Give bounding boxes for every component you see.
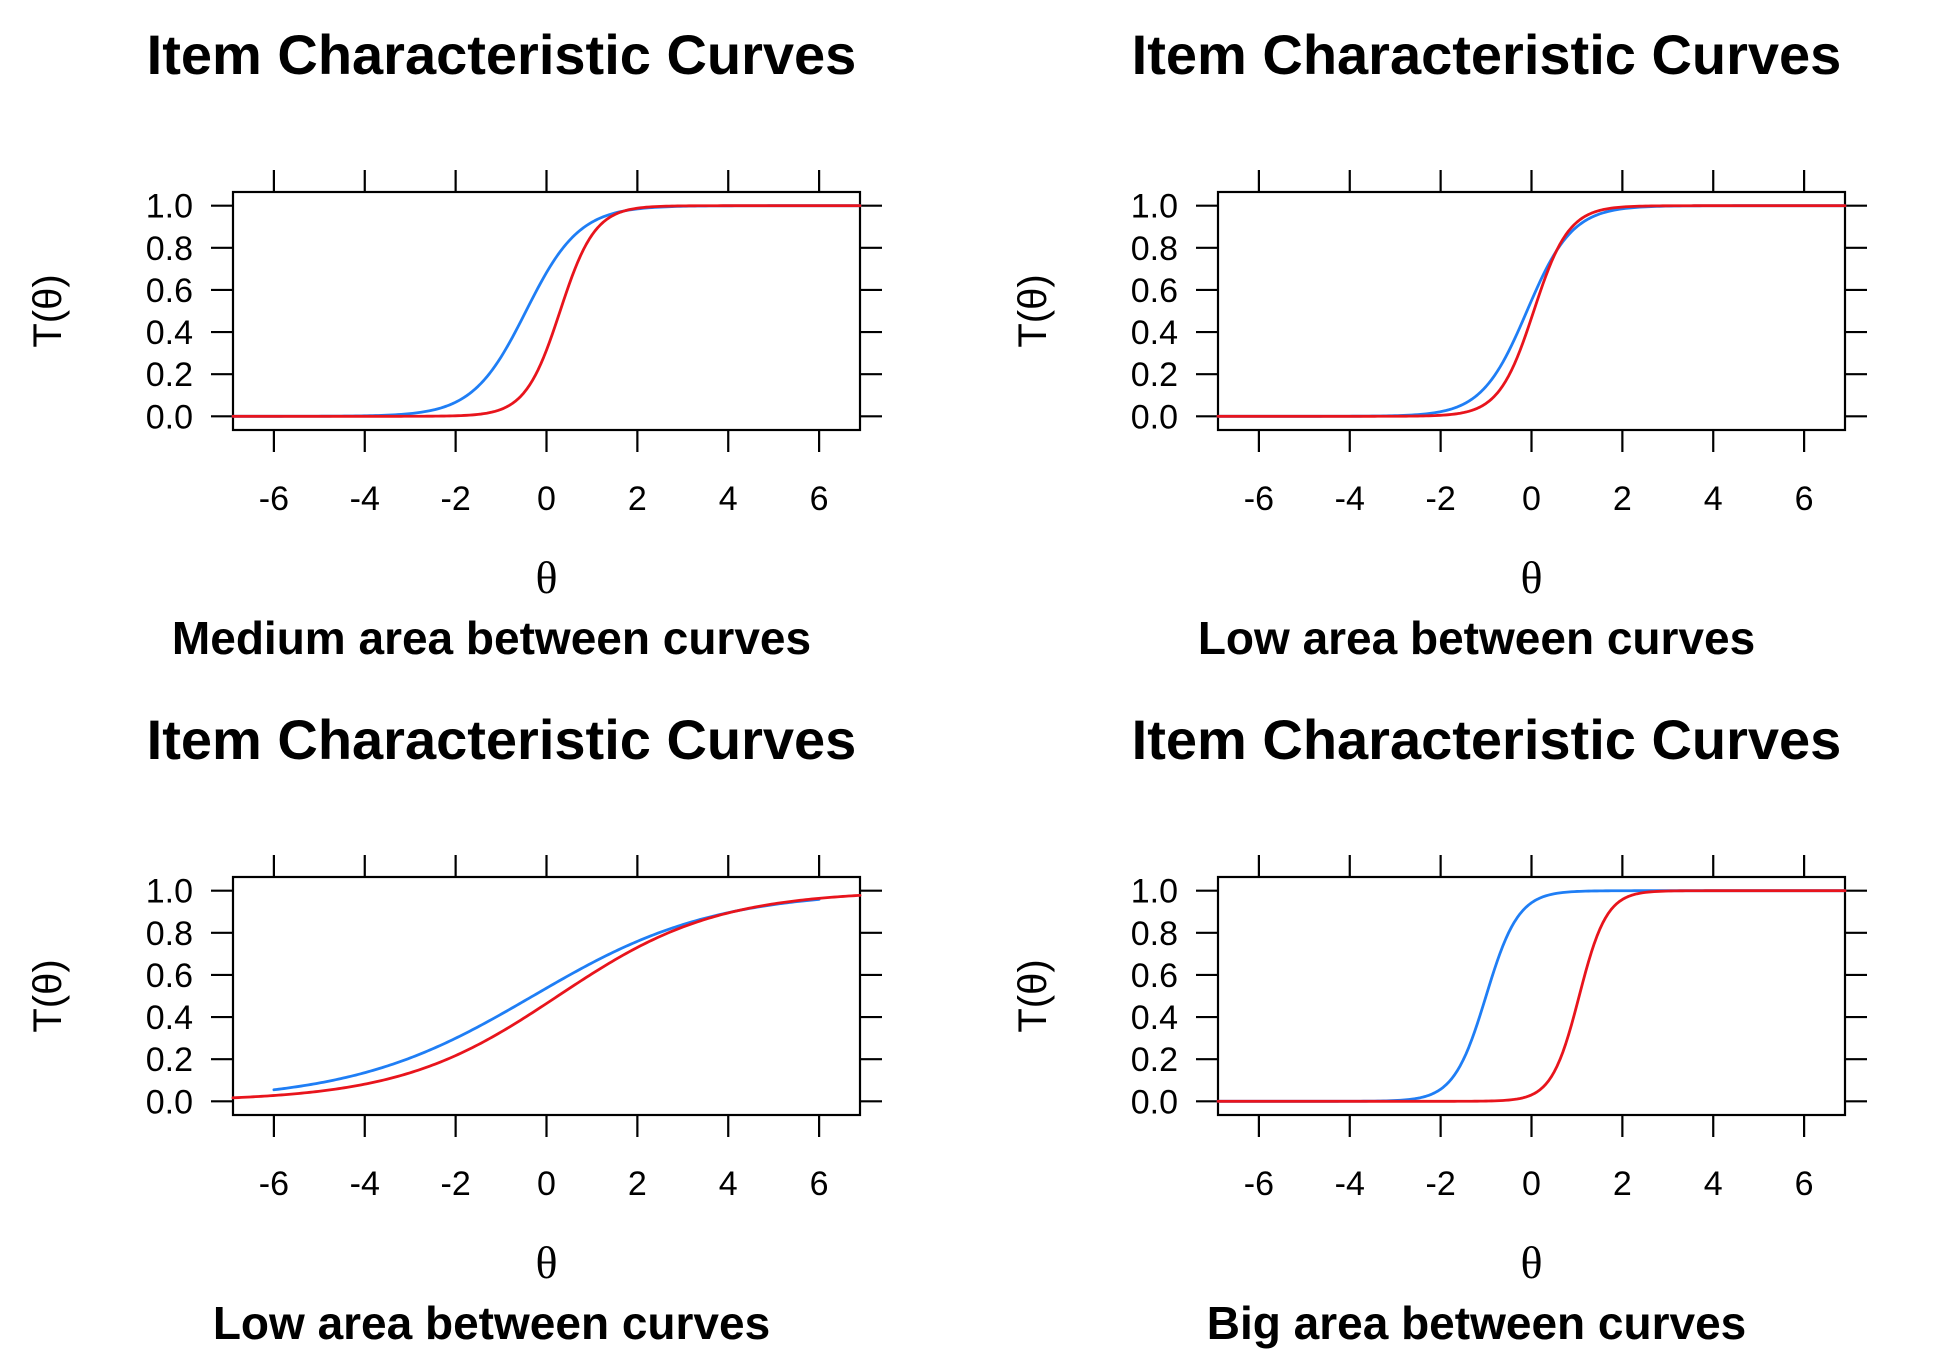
x-tick-label: 0 bbox=[1522, 1165, 1541, 1203]
x-tick-label: 6 bbox=[810, 480, 829, 518]
x-tick-label: 6 bbox=[810, 1165, 829, 1203]
x-tick-label: -2 bbox=[441, 480, 471, 518]
y-axis-label: T(θ) bbox=[26, 274, 70, 347]
x-tick-label: 0 bbox=[537, 1165, 556, 1203]
curve-series-2 bbox=[1216, 889, 1847, 1103]
curve-series-1 bbox=[1216, 204, 1847, 418]
chart-title: Item Characteristic Curves bbox=[147, 23, 857, 86]
y-tick-label: 0.8 bbox=[146, 230, 193, 268]
chart-panel-2: Item Characteristic Curves -6 -4 -2 0 2 4 6 0.0 0… bbox=[1011, 23, 1867, 664]
chart-panel-1: Item Characteristic Curves -6 -4 -2 0 2 4 6 0.0 0… bbox=[26, 23, 882, 664]
x-tick-label: -2 bbox=[441, 1165, 471, 1203]
chart-caption: Low area between curves bbox=[1198, 612, 1755, 664]
y-tick-label: 0.6 bbox=[146, 957, 193, 995]
curve-series-2 bbox=[231, 893, 862, 1100]
x-tick-label: 0 bbox=[1522, 480, 1541, 518]
curve-series-2 bbox=[1216, 204, 1847, 418]
y-tick-label: 0.0 bbox=[146, 398, 193, 436]
y-tick-label: 0.8 bbox=[1131, 915, 1178, 953]
x-tick-label: 4 bbox=[1704, 1165, 1723, 1203]
y-tick-label: 0.2 bbox=[1131, 356, 1178, 394]
y-axis-label: T(θ) bbox=[1011, 959, 1055, 1032]
y-tick-label: 0.0 bbox=[1131, 398, 1178, 436]
y-tick-label: 1.0 bbox=[1131, 873, 1178, 911]
x-tick-label: 2 bbox=[628, 1165, 647, 1203]
y-tick-label: 1.0 bbox=[146, 873, 193, 911]
curve-series-2 bbox=[231, 204, 862, 418]
x-tick-label: -4 bbox=[1335, 480, 1365, 518]
chart-caption: Big area between curves bbox=[1207, 1297, 1746, 1349]
x-tick-label: -4 bbox=[350, 480, 380, 518]
y-axis-label: T(θ) bbox=[26, 959, 70, 1032]
plot-frame bbox=[1216, 875, 1847, 1117]
y-tick-label: 0.4 bbox=[1131, 314, 1178, 352]
x-tick-label: 4 bbox=[719, 1165, 738, 1203]
x-tick-label: 0 bbox=[537, 480, 556, 518]
x-tick-label: -6 bbox=[1244, 480, 1274, 518]
chart-caption: Low area between curves bbox=[213, 1297, 770, 1349]
y-tick-label: 0.4 bbox=[146, 999, 193, 1037]
plot-frame bbox=[1216, 190, 1847, 432]
chart-title: Item Characteristic Curves bbox=[1132, 23, 1842, 86]
curve-series-1 bbox=[231, 204, 862, 418]
x-tick-label: -6 bbox=[259, 480, 289, 518]
x-tick-label: 2 bbox=[1613, 1165, 1632, 1203]
x-tick-label: -4 bbox=[1335, 1165, 1365, 1203]
y-tick-label: 0.6 bbox=[146, 272, 193, 310]
x-tick-label: 4 bbox=[1704, 480, 1723, 518]
x-tick-label: -6 bbox=[259, 1165, 289, 1203]
x-tick-label: -2 bbox=[1426, 1165, 1456, 1203]
x-tick-label: -6 bbox=[1244, 1165, 1274, 1203]
y-tick-label: 0.0 bbox=[146, 1083, 193, 1121]
y-tick-label: 0.0 bbox=[1131, 1083, 1178, 1121]
chart-title: Item Characteristic Curves bbox=[1132, 708, 1842, 771]
x-tick-label: 4 bbox=[719, 480, 738, 518]
x-tick-label: 2 bbox=[628, 480, 647, 518]
y-tick-label: 1.0 bbox=[1131, 188, 1178, 226]
plot-frame bbox=[231, 190, 862, 432]
x-tick-label: 6 bbox=[1795, 1165, 1814, 1203]
curve-series-1 bbox=[1216, 889, 1847, 1103]
y-tick-label: 0.4 bbox=[1131, 999, 1178, 1037]
y-tick-label: 0.2 bbox=[146, 356, 193, 394]
x-tick-label: -2 bbox=[1426, 480, 1456, 518]
y-tick-label: 0.2 bbox=[1131, 1041, 1178, 1079]
x-tick-label: 6 bbox=[1795, 480, 1814, 518]
curve-series-1 bbox=[272, 897, 821, 1092]
y-tick-label: 0.8 bbox=[1131, 230, 1178, 268]
y-tick-label: 0.8 bbox=[146, 915, 193, 953]
chart-caption: Medium area between curves bbox=[172, 612, 811, 664]
y-tick-label: 1.0 bbox=[146, 188, 193, 226]
x-axis-label: θ bbox=[535, 552, 557, 603]
chart-panel-4: Item Characteristic Curves -6 -4 -2 0 2 4 6 0.0 0… bbox=[1011, 708, 1867, 1349]
y-tick-label: 0.6 bbox=[1131, 272, 1178, 310]
x-axis-label: θ bbox=[535, 1237, 557, 1288]
y-tick-label: 0.2 bbox=[146, 1041, 193, 1079]
chart-title: Item Characteristic Curves bbox=[147, 708, 857, 771]
y-axis-label: T(θ) bbox=[1011, 274, 1055, 347]
x-axis-label: θ bbox=[1520, 552, 1542, 603]
plot-frame bbox=[231, 875, 862, 1117]
chart-panel-3: Item Characteristic Curves -6 -4 -2 0 2 4 6 0.0 0… bbox=[26, 708, 882, 1349]
y-tick-label: 0.6 bbox=[1131, 957, 1178, 995]
y-tick-label: 0.4 bbox=[146, 314, 193, 352]
x-tick-label: -4 bbox=[350, 1165, 380, 1203]
x-axis-label: θ bbox=[1520, 1237, 1542, 1288]
x-tick-label: 2 bbox=[1613, 480, 1632, 518]
